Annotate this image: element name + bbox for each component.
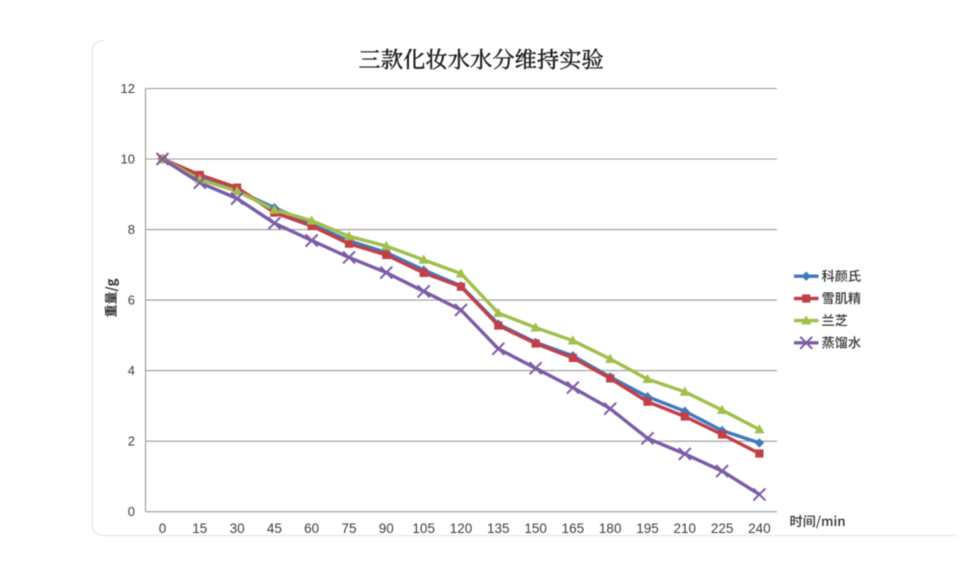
svg-text:8: 8: [128, 222, 135, 237]
svg-text:30: 30: [230, 521, 245, 536]
svg-text:4: 4: [128, 363, 135, 378]
svg-text:0: 0: [159, 521, 167, 536]
svg-text:15: 15: [192, 521, 207, 536]
svg-text:225: 225: [711, 521, 734, 536]
svg-text:180: 180: [599, 521, 622, 536]
svg-text:6: 6: [128, 293, 135, 308]
svg-text:210: 210: [674, 521, 697, 536]
svg-text:195: 195: [636, 521, 659, 536]
svg-text:240: 240: [748, 521, 771, 536]
svg-text:12: 12: [121, 81, 135, 96]
svg-text:0: 0: [128, 504, 135, 519]
svg-text:2: 2: [128, 434, 135, 449]
svg-text:105: 105: [412, 521, 435, 536]
svg-text:10: 10: [121, 152, 135, 167]
svg-text:60: 60: [304, 521, 319, 536]
svg-text:45: 45: [267, 521, 282, 536]
svg-text:120: 120: [450, 521, 473, 536]
svg-text:150: 150: [524, 521, 547, 536]
svg-text:75: 75: [341, 521, 356, 536]
svg-text:90: 90: [379, 521, 394, 536]
svg-text:135: 135: [487, 521, 510, 536]
svg-text:165: 165: [562, 521, 585, 536]
